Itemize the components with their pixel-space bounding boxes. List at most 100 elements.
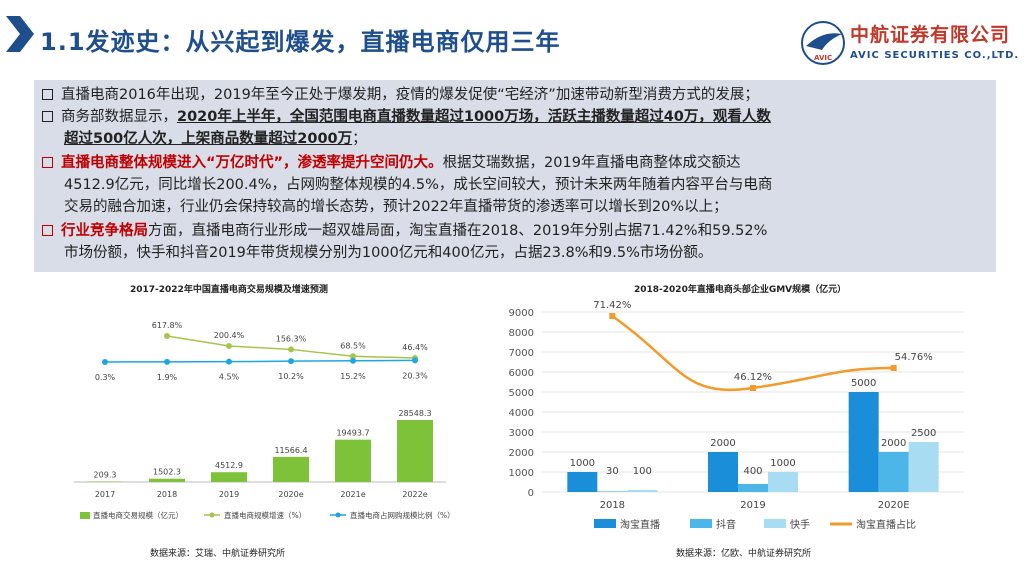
- bar-label-抖音-2019: 400: [743, 466, 762, 477]
- legend-swatch-bar: [80, 512, 90, 519]
- header-bar: 1.1发迹史：从兴起到爆发，直播电商仅用三年 AVIC 中航证券有限公司 AVI…: [0, 0, 1024, 76]
- y-tick-8000: 8000: [509, 328, 534, 339]
- bar-2019: [211, 472, 247, 482]
- bar-2020e: [273, 456, 309, 482]
- bullet-3-line-3: 交易的融合加速，行业仍会保持较高的增长态势，预计2022年直播带货的渗透率可以增…: [64, 199, 728, 215]
- share-label-2020E: 54.76%: [895, 352, 933, 363]
- x-tick-2020E: 2020E: [878, 500, 910, 511]
- y-tick-6000: 6000: [509, 368, 534, 379]
- checkbox-icon: [42, 157, 53, 168]
- bar-淘宝直播-2020E: [848, 392, 879, 492]
- bar-label-2018: 1502.3: [153, 468, 181, 477]
- share-label-2017: 0.3%: [95, 373, 116, 382]
- legend-swatch-2: [764, 519, 786, 528]
- x-tick-2019: 2019: [740, 500, 765, 511]
- share-point-2017: [102, 358, 108, 365]
- y-tick-0: 0: [528, 488, 534, 499]
- left-chart: 209.3 2017 1502.3 2018 4512.9 2019 11566.4 2020…: [34, 296, 480, 536]
- share-point-2018: [164, 358, 170, 365]
- x-tick-2022e: 2022e: [402, 490, 427, 499]
- x-tick-2018: 2018: [600, 500, 625, 511]
- growth-label-2018: 617.8%: [152, 321, 183, 330]
- growth-point-2020e: [288, 346, 294, 353]
- bar-label-快手-2018: 100: [633, 466, 652, 477]
- bullet-2: 商务部数据显示，2020年上半年，全国范围电商直播数量超过1000万场，活跃主播…: [42, 106, 988, 128]
- bar-label-快手-2020E: 2500: [911, 428, 936, 439]
- growth-label-2019: 200.4%: [214, 331, 245, 340]
- share-point-2019: [226, 358, 232, 365]
- share-label-2021e: 15.2%: [340, 372, 366, 381]
- share-label-2022e: 20.3%: [402, 371, 428, 380]
- bullet-3-line-2: 4512.9亿元，同比增长200.4%，占网购整体规模的4.5%，成长空间较大，…: [64, 177, 773, 193]
- share-point-2019: [750, 385, 756, 391]
- bar-2018: [149, 478, 185, 482]
- legend-label-0: 淘宝直播: [620, 518, 660, 531]
- bar-抖音-2020E: [878, 452, 909, 492]
- x-tick-2018: 2018: [157, 490, 177, 499]
- bullet-4: 行业竞争格局方面，直播电商行业形成一超双雄局面，淘宝直播在2018、2019年分…: [42, 220, 988, 242]
- logo-name-cn: 中航证券有限公司: [850, 24, 1011, 46]
- bullet-3: 直播电商整体规模进入“万亿时代”，渗透率提升空间仍大。根据艾瑞数据，2019年直…: [42, 152, 988, 174]
- growth-point-2021e: [350, 353, 356, 360]
- svg-text:AVIC: AVIC: [814, 54, 832, 62]
- bar-label-2019: 4512.9: [215, 461, 243, 470]
- bar-抖音-2019: [738, 484, 768, 492]
- x-tick-2020e: 2020e: [278, 490, 303, 499]
- y-tick-9000: 9000: [509, 308, 534, 319]
- chart-background: [494, 296, 988, 536]
- legend-dot-growth: [209, 512, 215, 518]
- share-label-2018: 1.9%: [157, 373, 178, 382]
- bar-label-2020e: 11566.4: [274, 446, 307, 455]
- bullet-2-cont: 超过500亿人次，上架商品数量超过2000万；: [64, 131, 367, 147]
- legend-label-growth: 直播电商规模增速（%）: [224, 510, 306, 520]
- legend-label-1: 抖音: [716, 518, 736, 531]
- right-source: 数据来源：亿欧、中航证券研究所: [676, 549, 812, 559]
- legend-label-2: 快手: [790, 518, 810, 531]
- checkbox-icon: [42, 89, 53, 100]
- bar-淘宝直播-2019: [708, 452, 738, 492]
- legend-swatch-0: [594, 519, 616, 528]
- y-tick-3000: 3000: [509, 428, 534, 439]
- left-source: 数据来源：艾瑞、中航证券研究所: [150, 549, 286, 559]
- y-tick-4000: 4000: [509, 408, 534, 419]
- left-chart-title: 2017-2022年中国直播电商交易规模及增速预测: [130, 285, 328, 295]
- legend-label-share: 直播电商占网购规模比例（%）: [350, 510, 455, 520]
- x-tick-2017: 2017: [95, 490, 115, 499]
- share-label-2020e: 10.2%: [278, 372, 304, 381]
- share-label-2018: 71.42%: [593, 300, 631, 311]
- checkbox-icon: [42, 225, 53, 236]
- legend-label-bar: 直播电商交易规模（亿元）: [93, 510, 183, 520]
- share-label-2019: 46.12%: [734, 372, 772, 383]
- growth-point-2019: [226, 343, 232, 349]
- chart-background: [34, 296, 480, 536]
- y-tick-5000: 5000: [509, 388, 534, 399]
- company-logo: AVIC 中航证券有限公司 AVIC SECURITIES CO.,LTD.: [800, 18, 1018, 72]
- growth-label-2021e: 68.5%: [340, 341, 366, 350]
- bar-淘宝直播-2018: [567, 472, 598, 492]
- bar-抖音-2018: [597, 491, 628, 492]
- bar-2022e: [397, 420, 433, 482]
- checkbox-icon: [42, 111, 53, 122]
- page-title: 1.1发迹史：从兴起到爆发，直播电商仅用三年: [40, 28, 561, 56]
- share-label-2019: 4.5%: [219, 373, 240, 382]
- legend-label-3: 淘宝直播占比: [856, 518, 916, 531]
- bullet-4-line-2: 市场份额，快手和抖音2019年带货规模分别为1000亿元和400亿元，占据23.…: [64, 245, 713, 261]
- bar-label-抖音-2020E: 2000: [881, 438, 906, 449]
- bar-快手-2020E: [908, 442, 939, 492]
- bar-2021e: [335, 439, 371, 482]
- y-tick-7000: 7000: [509, 348, 534, 359]
- legend-swatch-1: [690, 519, 712, 528]
- x-tick-2021e: 2021e: [340, 490, 365, 499]
- share-point-2022e: [412, 357, 418, 364]
- bullet-1: 直播电商2016年出现，2019年至今正处于爆发期，疫情的爆发促使“宅经济”加速…: [42, 84, 988, 106]
- x-tick-2019: 2019: [219, 490, 239, 499]
- y-tick-2000: 2000: [509, 448, 534, 459]
- growth-label-2022e: 46.4%: [402, 343, 428, 352]
- growth-label-2020e: 156.3%: [276, 334, 307, 343]
- growth-point-2018: [164, 333, 170, 339]
- chevron-arrow-icon: [6, 16, 34, 52]
- y-tick-1000: 1000: [509, 468, 534, 479]
- avic-logo-icon: AVIC: [801, 21, 845, 65]
- right-chart-title: 2018-2020年直播电商头部企业GMV规模（亿元）: [634, 285, 847, 295]
- share-point-2021e: [350, 357, 356, 364]
